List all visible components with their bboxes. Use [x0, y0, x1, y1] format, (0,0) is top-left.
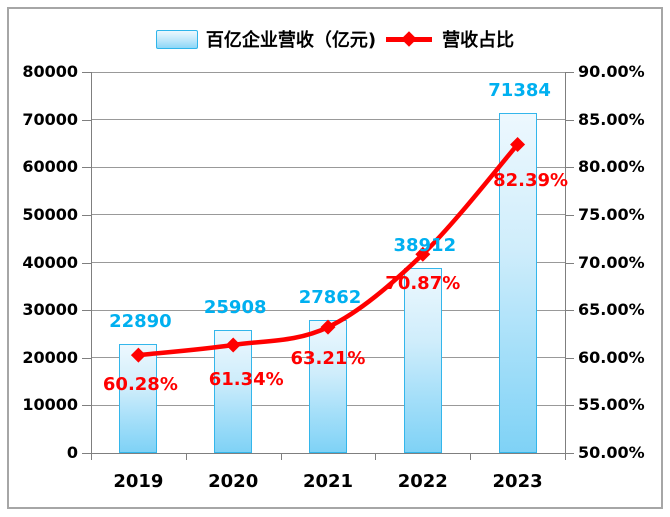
bar-series-legend-swatch[interactable]	[155, 29, 198, 49]
bar-2023[interactable]	[498, 113, 537, 453]
percent-label-2023: 82.39%	[493, 170, 569, 192]
x-axis-tick	[185, 453, 187, 460]
left-axis-tick	[82, 262, 91, 264]
left-axis-tick	[82, 167, 91, 169]
left-axis-tick	[82, 72, 91, 73]
right-axis-tick	[565, 167, 574, 169]
x-axis-label-2023: 2023	[492, 471, 543, 492]
x-axis-tick	[280, 453, 282, 460]
gridline	[91, 309, 565, 311]
left-axis-label: 0	[66, 443, 78, 462]
right-axis-tick	[565, 72, 574, 73]
ratio-line[interactable]	[138, 143, 520, 358]
left-axis-label: 70000	[22, 109, 78, 129]
gridline	[91, 166, 565, 168]
gridline	[91, 214, 565, 216]
right-axis-line	[565, 72, 566, 453]
bar-value-label-2023: 71384	[488, 80, 551, 102]
right-axis-label: 55.00%	[578, 395, 645, 415]
x-axis-label-2021: 2021	[302, 471, 354, 492]
bar-2022[interactable]	[403, 267, 442, 453]
left-axis-label: 30000	[22, 300, 78, 320]
right-axis-tick	[565, 310, 574, 312]
legend-label-revenue: 百亿企业营收（亿元)	[205, 30, 377, 51]
percent-label-2019: 60.28%	[102, 374, 178, 396]
right-axis-label: 90.00%	[578, 62, 645, 81]
left-axis-label: 40000	[22, 252, 78, 272]
right-axis-tick	[565, 214, 574, 216]
right-axis-label: 85.00%	[578, 109, 645, 129]
right-axis-tick	[565, 405, 574, 407]
line-marker-2023[interactable]	[510, 136, 526, 152]
line-marker-2022[interactable]	[415, 246, 431, 262]
bar-value-label-2020: 25908	[203, 296, 267, 318]
right-axis-label: 50.00%	[578, 443, 645, 462]
percent-label-2020: 61.34%	[208, 368, 284, 390]
left-axis-label: 80000	[22, 62, 78, 81]
left-axis-label: 20000	[22, 347, 78, 367]
left-axis-label: 60000	[22, 157, 78, 177]
right-axis-label: 80.00%	[578, 157, 645, 177]
gridline	[91, 262, 565, 263]
bottom-axis-line	[83, 453, 573, 454]
left-axis-label: 50000	[22, 204, 78, 224]
x-axis-tick	[91, 453, 92, 460]
left-axis-line	[91, 72, 92, 460]
right-axis-tick	[565, 119, 574, 121]
percent-label-2021: 63.21%	[290, 348, 366, 370]
x-axis-label-2022: 2022	[397, 471, 448, 492]
x-axis-tick	[375, 453, 377, 460]
right-axis-label: 75.00%	[578, 204, 645, 224]
gridline	[91, 71, 565, 73]
left-axis-label: 10000	[22, 395, 78, 415]
left-axis-tick	[82, 405, 91, 407]
right-axis-label: 60.00%	[578, 347, 645, 367]
right-axis-label: 65.00%	[578, 300, 645, 320]
line-marker-2020[interactable]	[225, 337, 241, 353]
left-axis-tick	[82, 119, 91, 121]
bar-value-label-2019: 22890	[109, 310, 172, 332]
line-series-legend-marker[interactable]	[386, 31, 433, 47]
chart-legend[interactable]: 百亿企业营收（亿元) 营收占比	[0, 26, 670, 52]
bar-value-label-2022: 38912	[393, 234, 457, 256]
line-marker-2021[interactable]	[320, 319, 336, 335]
x-axis-label-2020: 2020	[208, 471, 259, 492]
right-axis-tick	[565, 357, 574, 359]
gridline	[91, 119, 565, 121]
line-marker-2019[interactable]	[130, 347, 146, 363]
bar-2021[interactable]	[309, 320, 347, 453]
x-axis-tick	[470, 453, 472, 460]
left-axis-tick	[82, 214, 91, 216]
bar-value-label-2021: 27862	[298, 287, 362, 309]
left-axis-tick	[82, 357, 91, 359]
left-axis-tick	[82, 310, 91, 312]
right-axis-tick	[565, 262, 574, 264]
percent-label-2022: 70.87%	[385, 273, 461, 295]
x-axis-label-2019: 2019	[113, 471, 164, 492]
x-axis-tick	[565, 453, 566, 460]
legend-label-ratio: 营收占比	[442, 30, 515, 51]
right-axis-label: 70.00%	[578, 252, 645, 272]
